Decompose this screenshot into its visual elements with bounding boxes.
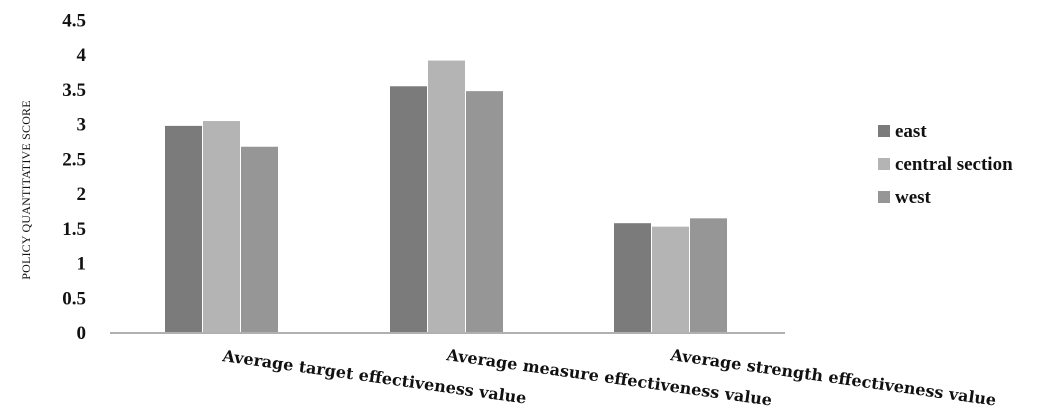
bar-east-2 [390, 86, 427, 334]
bar-west-2 [466, 91, 503, 333]
bar-west-1 [241, 146, 278, 333]
category-labels: Average target effectiveness valueAverag… [220, 345, 997, 410]
bar-central-section-3 [652, 226, 689, 333]
legend-swatch-east [878, 125, 890, 137]
bars [165, 60, 727, 334]
legend-label-central-section: central section [895, 154, 1013, 175]
y-tick-label: 3.5 [62, 80, 86, 101]
legend-label-west: west [895, 187, 932, 208]
y-tick-label: 2.5 [62, 149, 86, 170]
y-tick-label: 1 [77, 254, 87, 275]
bar-central-section-2 [428, 60, 465, 334]
legend-label-east: east [895, 121, 927, 142]
y-tick-label: 1.5 [62, 219, 86, 240]
y-axis-label: POLICY QUANTITATIVE SCORE [19, 100, 33, 280]
y-tick-label: 2 [77, 184, 87, 205]
legend-swatch-central-section [878, 158, 890, 170]
y-tick-label: 3 [77, 115, 87, 136]
y-tick-label: 4 [77, 45, 87, 66]
bar-central-section-1 [203, 121, 240, 334]
y-tick-label: 0.5 [62, 288, 86, 309]
y-tick-label: 4.5 [62, 10, 86, 31]
bar-west-3 [690, 218, 727, 333]
legend-swatch-west [878, 191, 890, 203]
bar-east-1 [165, 125, 202, 333]
y-axis-ticks: 0 0.5 1 1.5 2 2.5 3 3.5 4 4.5 [62, 10, 86, 344]
bar-east-3 [614, 223, 651, 333]
y-tick-label: 0 [77, 323, 87, 344]
legend: east central section west [878, 121, 1013, 208]
